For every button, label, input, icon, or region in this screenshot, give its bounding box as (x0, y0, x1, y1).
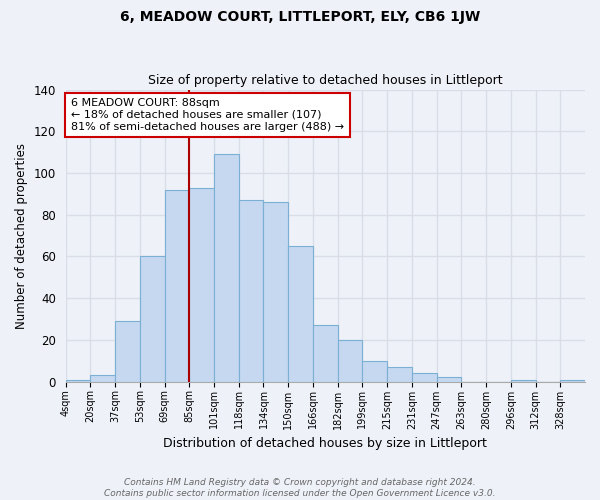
Bar (214, 154, 239, 382)
Bar (511, 380, 536, 382)
Bar (239, 200, 263, 382)
Text: 6 MEADOW COURT: 88sqm
← 18% of detached houses are smaller (107)
81% of semi-det: 6 MEADOW COURT: 88sqm ← 18% of detached … (71, 98, 344, 132)
Bar (190, 188, 214, 382)
Text: 6, MEADOW COURT, LITTLEPORT, ELY, CB6 1JW: 6, MEADOW COURT, LITTLEPORT, ELY, CB6 1J… (120, 10, 480, 24)
Text: Contains HM Land Registry data © Crown copyright and database right 2024.
Contai: Contains HM Land Registry data © Crown c… (104, 478, 496, 498)
Bar (362, 361, 387, 382)
Bar (65, 380, 91, 382)
Y-axis label: Number of detached properties: Number of detached properties (15, 142, 28, 328)
Bar (560, 380, 585, 382)
Bar (288, 246, 313, 382)
Title: Size of property relative to detached houses in Littleport: Size of property relative to detached ho… (148, 74, 503, 87)
Bar (91, 376, 115, 382)
Bar (387, 367, 412, 382)
Bar (338, 340, 362, 382)
Bar (313, 326, 338, 382)
Bar (140, 256, 164, 382)
Bar (263, 202, 288, 382)
Bar (412, 374, 437, 382)
Bar (437, 378, 461, 382)
X-axis label: Distribution of detached houses by size in Littleport: Distribution of detached houses by size … (163, 437, 487, 450)
Bar (115, 321, 140, 382)
Bar (164, 190, 190, 382)
